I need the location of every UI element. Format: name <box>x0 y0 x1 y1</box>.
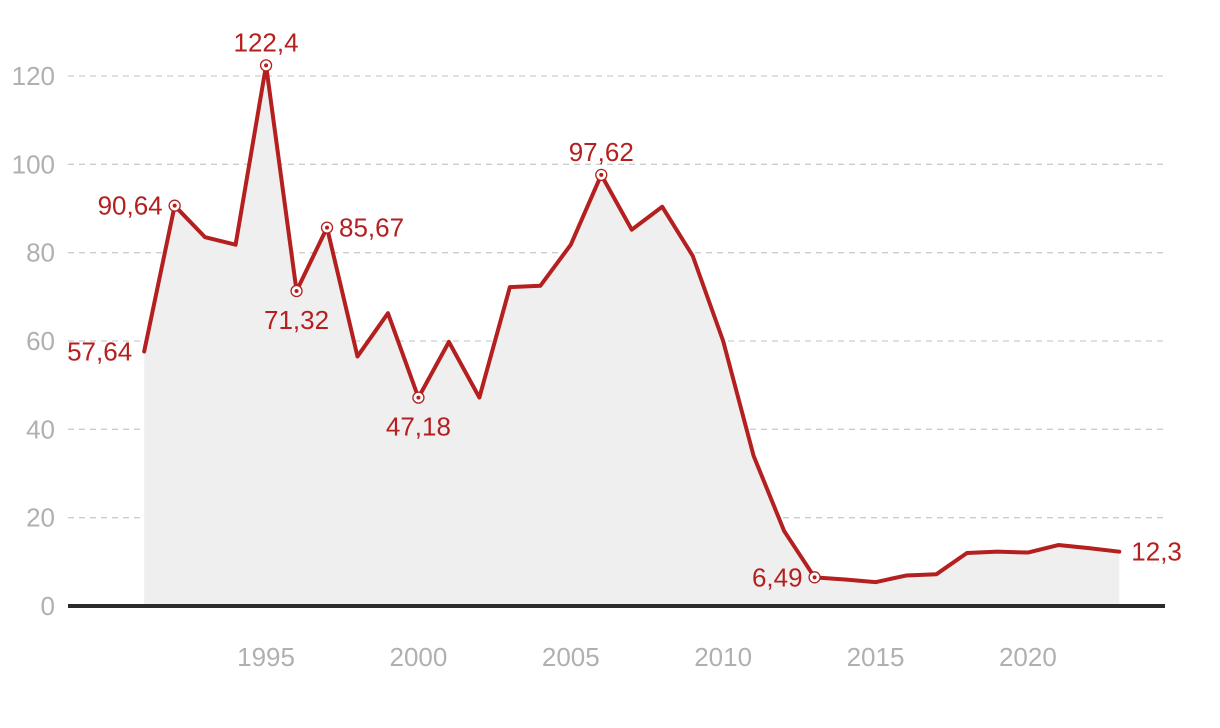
x-tick-label: 2005 <box>542 642 600 672</box>
series-line <box>142 63 1122 585</box>
annotation-marker-dot <box>325 225 330 230</box>
data-label: 71,32 <box>264 305 329 335</box>
y-tick-label: 80 <box>26 238 55 268</box>
y-tick-label: 60 <box>26 326 55 356</box>
x-tick-label: 2000 <box>390 642 448 672</box>
x-tick-label: 2015 <box>847 642 905 672</box>
markers <box>168 59 821 584</box>
series-area-fill <box>144 65 1120 606</box>
annotation-marker-dot <box>264 63 269 68</box>
x-tick-label: 1995 <box>237 642 295 672</box>
data-label: 97,62 <box>569 137 634 167</box>
data-label: 47,18 <box>386 412 451 442</box>
annotation-marker-dot <box>599 172 604 177</box>
annotation-marker-dot <box>172 203 177 208</box>
data-labels: 57,64 90,64 122,4 71,32 85,67 47,18 97,62 6,49 1… <box>67 27 1182 592</box>
axes: 0 20 40 60 80 100 120 1995 2000 2005 2010 2015 2020 <box>12 61 1165 672</box>
annotation-marker-dot <box>416 395 421 400</box>
annotation-marker-dot <box>812 575 817 580</box>
data-label: 85,67 <box>339 213 404 243</box>
x-tick-label: 2020 <box>999 642 1057 672</box>
y-tick-label: 120 <box>12 61 55 91</box>
gridlines <box>68 75 1165 519</box>
x-tick-label: 2010 <box>694 642 752 672</box>
annotation-marker-dot <box>294 289 299 294</box>
y-tick-label: 0 <box>41 591 55 621</box>
data-label: 90,64 <box>98 191 163 221</box>
data-label: 6,49 <box>752 562 803 592</box>
series-line-layer <box>142 63 1122 585</box>
y-tick-label: 20 <box>26 503 55 533</box>
y-tick-label: 40 <box>26 414 55 444</box>
data-label: 122,4 <box>234 27 299 57</box>
area-fill-layer <box>144 65 1120 606</box>
data-label: 57,64 <box>67 336 132 366</box>
y-tick-label: 100 <box>12 149 55 179</box>
data-label: 12,3 <box>1131 537 1182 567</box>
